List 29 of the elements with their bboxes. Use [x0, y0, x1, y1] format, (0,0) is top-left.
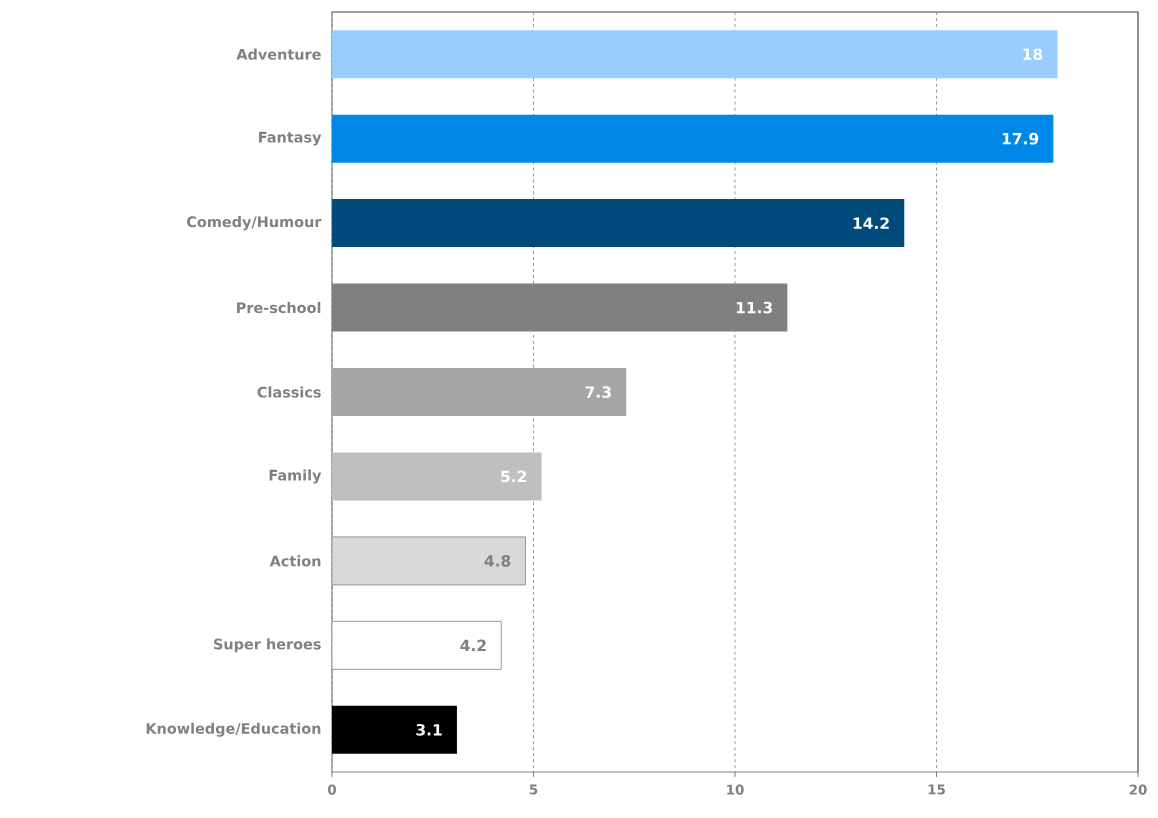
data-label: 18: [1023, 48, 1043, 61]
y-tick-label: Classics: [257, 386, 321, 398]
bar: [332, 199, 905, 248]
x-tick-label: 0: [327, 784, 337, 795]
y-tick-label: Adventure: [236, 48, 321, 60]
bar: [332, 368, 627, 417]
data-label: 4.8: [484, 555, 511, 567]
data-label: 17.9: [1002, 132, 1039, 145]
y-tick-label: Fantasy: [259, 131, 322, 146]
y-tick-label: Family: [269, 469, 322, 484]
y-tick-label: Super heroes: [214, 638, 321, 653]
x-tick-label: 15: [928, 784, 945, 795]
bar: [332, 705, 457, 754]
bar: [332, 452, 542, 501]
data-label: 14.2: [853, 217, 889, 229]
x-tick-label: 20: [1129, 784, 1147, 795]
bar: [332, 114, 1054, 163]
data-label: 7.3: [585, 386, 611, 398]
x-tick-label: 10: [727, 784, 744, 795]
x-tick-label: 5: [529, 784, 538, 795]
y-tick-label: Pre-school: [237, 301, 321, 314]
y-tick-label: Action: [269, 555, 321, 567]
y-tick-label: Knowledge/Education: [146, 722, 321, 737]
y-tick-label: Comedy/Humour: [187, 216, 322, 231]
data-label: 11.3: [736, 301, 772, 314]
data-label: 3.1: [416, 723, 442, 736]
bar: [332, 30, 1058, 79]
data-label: 4.2: [460, 639, 486, 652]
data-label: 5.2: [501, 470, 527, 483]
